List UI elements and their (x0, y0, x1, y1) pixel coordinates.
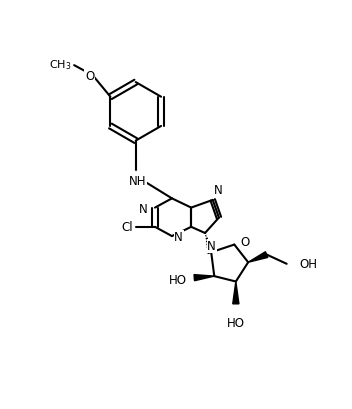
Text: N: N (207, 240, 216, 252)
Text: CH$_3$: CH$_3$ (49, 58, 72, 72)
Text: OH: OH (299, 258, 317, 271)
Polygon shape (248, 252, 268, 263)
Text: HO: HO (169, 273, 187, 286)
Text: N: N (139, 202, 148, 215)
Text: N: N (174, 231, 183, 244)
Text: O: O (240, 236, 250, 248)
Text: Cl: Cl (121, 221, 133, 234)
Text: N: N (214, 184, 222, 197)
Text: O: O (85, 70, 94, 83)
Polygon shape (194, 275, 214, 281)
Polygon shape (233, 282, 239, 304)
Text: NH: NH (128, 174, 146, 187)
Text: HO: HO (227, 317, 245, 329)
